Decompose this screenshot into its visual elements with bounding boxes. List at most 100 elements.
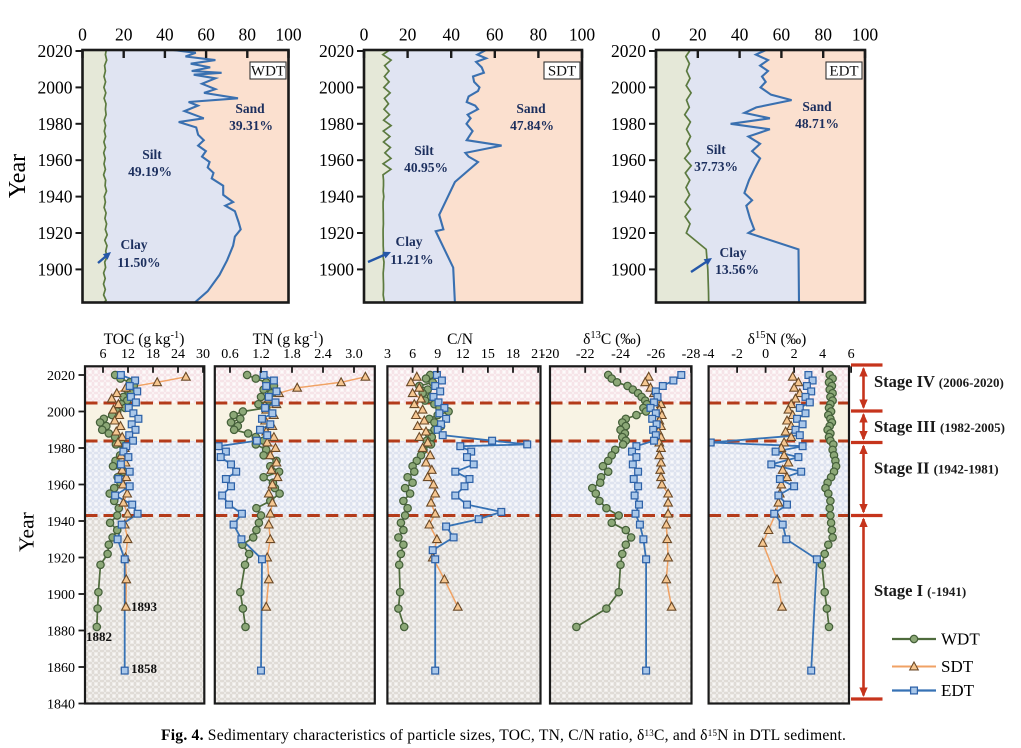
- svg-text:6: 6: [100, 347, 107, 362]
- svg-text:0: 0: [762, 347, 769, 362]
- svg-text:0: 0: [78, 25, 87, 45]
- svg-text:1860: 1860: [47, 661, 75, 676]
- svg-text:2: 2: [791, 347, 798, 362]
- svg-text:1940: 1940: [319, 187, 354, 207]
- svg-text:2000: 2000: [611, 77, 646, 97]
- svg-text:1882: 1882: [86, 629, 112, 644]
- svg-text:Stage III (1982-2005): Stage III (1982-2005): [874, 417, 1005, 436]
- svg-text:2020: 2020: [47, 369, 75, 384]
- svg-text:Sand: Sand: [516, 101, 546, 116]
- svg-text:18: 18: [146, 347, 160, 362]
- svg-text:-4: -4: [703, 347, 715, 362]
- svg-text:24: 24: [171, 347, 185, 362]
- svg-text:WDT: WDT: [251, 64, 285, 80]
- svg-text:20: 20: [689, 25, 707, 45]
- svg-text:1960: 1960: [38, 150, 73, 170]
- svg-text:20: 20: [115, 25, 133, 45]
- svg-text:Silt: Silt: [706, 142, 726, 157]
- svg-text:-28: -28: [682, 347, 701, 362]
- svg-text:30: 30: [196, 347, 210, 362]
- svg-text:15: 15: [481, 347, 495, 362]
- svg-text:60: 60: [773, 25, 791, 45]
- svg-text:49.19%: 49.19%: [128, 164, 172, 179]
- svg-text:40: 40: [731, 25, 749, 45]
- svg-text:80: 80: [530, 25, 548, 45]
- svg-text:Stage IV (2006-2020): Stage IV (2006-2020): [874, 372, 1004, 391]
- svg-text:Silt: Silt: [414, 143, 434, 158]
- svg-text:Year: Year: [15, 512, 39, 552]
- svg-text:SDT: SDT: [941, 657, 974, 676]
- svg-text:0: 0: [360, 25, 369, 45]
- svg-text:2.4: 2.4: [314, 347, 332, 362]
- svg-text:Clay: Clay: [396, 234, 423, 249]
- svg-text:21: 21: [531, 347, 545, 362]
- svg-text:3: 3: [384, 347, 391, 362]
- svg-text:Stage I (-1941): Stage I (-1941): [874, 581, 966, 600]
- svg-text:1920: 1920: [611, 223, 646, 243]
- svg-text:11.50%: 11.50%: [117, 255, 160, 270]
- svg-text:37.73%: 37.73%: [694, 159, 738, 174]
- svg-text:18: 18: [506, 347, 520, 362]
- svg-text:100: 100: [569, 25, 596, 45]
- svg-text:1900: 1900: [47, 588, 75, 603]
- svg-text:1940: 1940: [47, 515, 75, 530]
- svg-text:2020: 2020: [611, 41, 646, 61]
- svg-text:WDT: WDT: [941, 630, 980, 649]
- svg-text:Clay: Clay: [720, 245, 747, 260]
- svg-text:1980: 1980: [319, 114, 354, 134]
- svg-text:-2: -2: [731, 347, 743, 362]
- svg-text:48.71%: 48.71%: [795, 116, 839, 131]
- svg-text:1893: 1893: [131, 599, 158, 614]
- svg-text:1900: 1900: [38, 259, 73, 279]
- svg-text:1940: 1940: [611, 187, 646, 207]
- svg-text:39.31%: 39.31%: [229, 118, 273, 133]
- svg-text:40.95%: 40.95%: [404, 160, 448, 175]
- svg-text:SDT: SDT: [548, 64, 576, 80]
- svg-text:2000: 2000: [319, 77, 354, 97]
- svg-text:1940: 1940: [38, 187, 73, 207]
- svg-text:1980: 1980: [38, 114, 73, 134]
- svg-text:1980: 1980: [611, 114, 646, 134]
- svg-text:1920: 1920: [319, 223, 354, 243]
- svg-text:100: 100: [852, 25, 879, 45]
- svg-text:1920: 1920: [38, 223, 73, 243]
- svg-text:1900: 1900: [319, 259, 354, 279]
- svg-text:6: 6: [848, 347, 855, 362]
- svg-text:6: 6: [409, 347, 416, 362]
- svg-text:80: 80: [814, 25, 832, 45]
- svg-text:C/N: C/N: [447, 331, 473, 348]
- svg-text:EDT: EDT: [941, 681, 975, 700]
- svg-text:1840: 1840: [47, 697, 75, 712]
- svg-text:EDT: EDT: [829, 64, 858, 80]
- svg-text:-20: -20: [541, 347, 560, 362]
- svg-text:Silt: Silt: [142, 147, 162, 162]
- svg-text:60: 60: [197, 25, 215, 45]
- svg-text:Stage II (1942-1981): Stage II (1942-1981): [874, 459, 999, 478]
- svg-text:2000: 2000: [38, 77, 73, 97]
- svg-text:12: 12: [121, 347, 135, 362]
- svg-text:2000: 2000: [47, 405, 75, 420]
- svg-text:12: 12: [456, 347, 470, 362]
- svg-text:1920: 1920: [47, 551, 75, 566]
- svg-text:1858: 1858: [131, 661, 158, 676]
- svg-text:40: 40: [156, 25, 174, 45]
- svg-text:TN (g kg-1): TN (g kg-1): [253, 330, 324, 348]
- svg-text:δ15N (‰): δ15N (‰): [748, 330, 807, 348]
- svg-text:47.84%: 47.84%: [510, 118, 554, 133]
- svg-text:4: 4: [819, 347, 826, 362]
- svg-text:Sand: Sand: [235, 101, 265, 116]
- svg-text:20: 20: [399, 25, 417, 45]
- svg-text:100: 100: [275, 25, 302, 45]
- svg-text:40: 40: [442, 25, 460, 45]
- svg-text:Sand: Sand: [802, 99, 832, 114]
- svg-text:1.8: 1.8: [283, 347, 301, 362]
- svg-text:-24: -24: [611, 347, 630, 362]
- svg-text:60: 60: [486, 25, 504, 45]
- svg-text:-26: -26: [646, 347, 665, 362]
- svg-text:TOC (g kg-1): TOC (g kg-1): [104, 330, 185, 348]
- svg-text:δ13C (‰): δ13C (‰): [583, 330, 641, 348]
- svg-text:3.0: 3.0: [345, 347, 363, 362]
- svg-text:11.21%: 11.21%: [390, 252, 433, 267]
- svg-text:-22: -22: [576, 347, 595, 362]
- svg-text:0: 0: [652, 25, 661, 45]
